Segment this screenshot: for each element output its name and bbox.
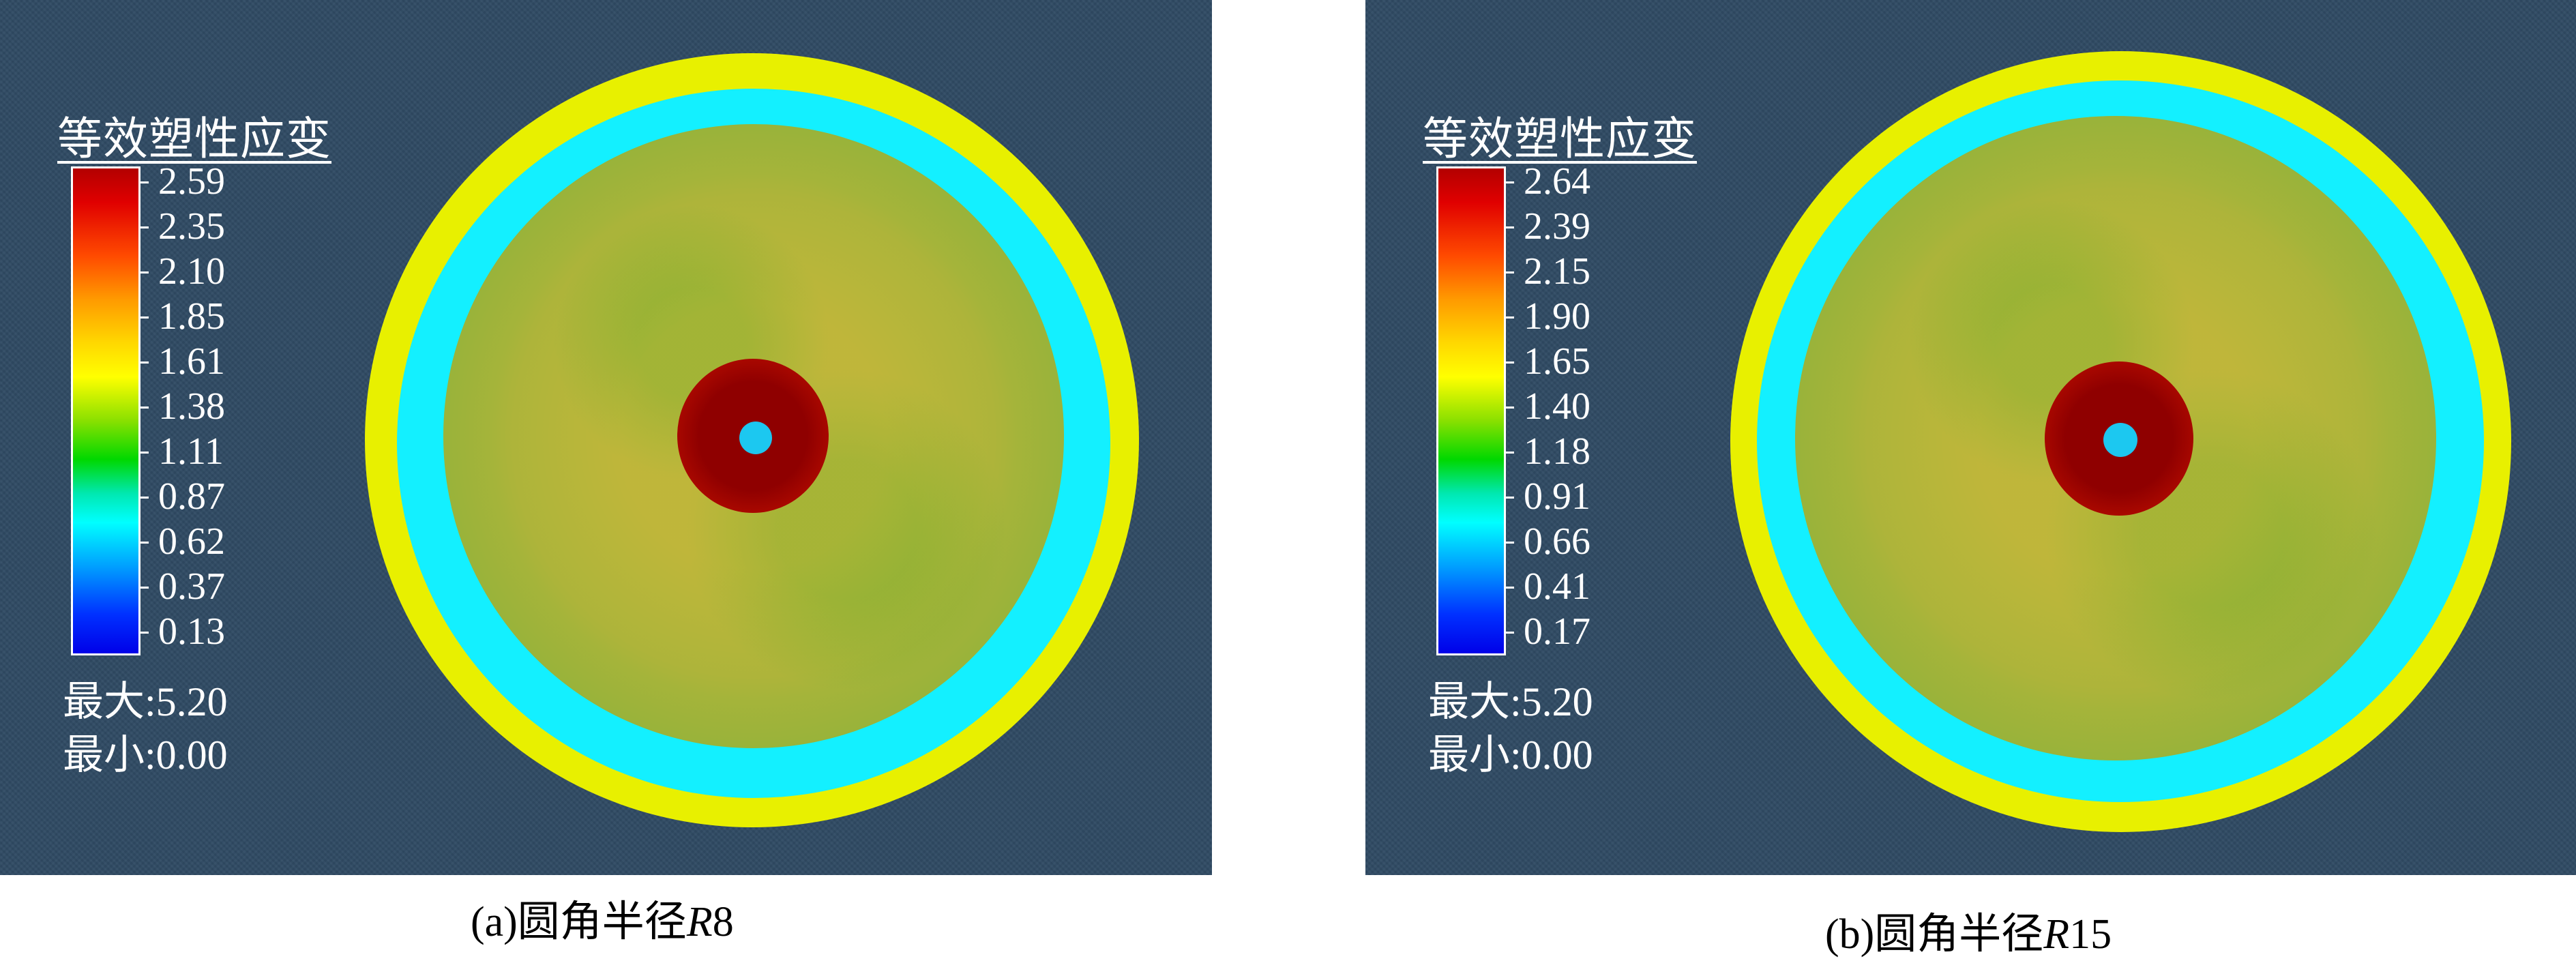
caption-variable: R bbox=[2043, 911, 2070, 958]
colorbar-tick-label: 1.65 bbox=[1505, 340, 1590, 383]
colorbar-tick-label: 2.39 bbox=[1505, 205, 1590, 248]
colorbar-tick-label: 1.38 bbox=[139, 385, 225, 428]
colorbar-tick-label: 0.13 bbox=[139, 610, 225, 653]
colorbar-tick-label: 0.91 bbox=[1505, 475, 1590, 518]
caption-text: (b)圆角半径 bbox=[1825, 911, 2044, 958]
caption-a: (a)圆角半径R8 bbox=[471, 887, 734, 948]
caption-b: (b)圆角半径R15 bbox=[1825, 899, 2112, 960]
colorbar-tick-label: 2.15 bbox=[1505, 250, 1590, 293]
legend-title: 等效塑性应变 bbox=[1423, 115, 1697, 164]
caption-variable: R bbox=[686, 899, 713, 945]
caption-number: 15 bbox=[2069, 911, 2112, 958]
colorbar-tick-label: 1.61 bbox=[139, 340, 225, 383]
colorbar-tick-label: 2.35 bbox=[139, 205, 225, 248]
contour-panel-b: 等效塑性应变 2.64 2.39 2.15 1.90 1.65 1.40 1.1… bbox=[1365, 0, 2576, 875]
colorbar-tick-label: 0.62 bbox=[139, 520, 225, 563]
colorbar-tick-label: 1.85 bbox=[139, 295, 225, 338]
colorbar-tick-label: 1.90 bbox=[1505, 295, 1590, 338]
colorbar-tick-label: 0.17 bbox=[1505, 610, 1590, 653]
colorbar-tick-labels: 2.59 2.35 2.10 1.85 1.61 1.38 1.11 0.87 … bbox=[139, 160, 308, 660]
colorbar-tick-label: 2.64 bbox=[1505, 160, 1590, 203]
max-value-label: 最大:5.20 bbox=[63, 679, 228, 724]
colorbar-tick-label: 0.66 bbox=[1505, 520, 1590, 563]
colorbar-tick-label: 2.59 bbox=[139, 160, 225, 203]
min-value-label: 最小:0.00 bbox=[63, 733, 228, 778]
colorbar-tick-label: 0.87 bbox=[139, 475, 225, 518]
colorbar-tick-label: 1.18 bbox=[1505, 430, 1590, 473]
colorbar bbox=[71, 166, 140, 655]
colorbar bbox=[1436, 166, 1506, 655]
caption-text: (a)圆角半径 bbox=[471, 899, 687, 945]
colorbar-tick-labels: 2.64 2.39 2.15 1.90 1.65 1.40 1.18 0.91 … bbox=[1505, 160, 1674, 660]
max-value-label: 最大:5.20 bbox=[1428, 679, 1593, 724]
min-value-label: 最小:0.00 bbox=[1428, 733, 1593, 778]
colorbar-tick-label: 1.40 bbox=[1505, 385, 1590, 428]
caption-number: 8 bbox=[712, 899, 734, 945]
contour-panel-a: 等效塑性应变 2.59 2.35 2.10 1.85 1.61 1.38 1.1… bbox=[0, 0, 1212, 875]
colorbar-tick-label: 1.11 bbox=[139, 430, 224, 473]
colorbar-tick-label: 0.37 bbox=[139, 565, 225, 608]
center-hole bbox=[2103, 423, 2137, 457]
colorbar-tick-label: 2.10 bbox=[139, 250, 225, 293]
center-hole bbox=[739, 422, 772, 454]
legend-title: 等效塑性应变 bbox=[57, 115, 331, 164]
colorbar-tick-label: 0.41 bbox=[1505, 565, 1590, 608]
